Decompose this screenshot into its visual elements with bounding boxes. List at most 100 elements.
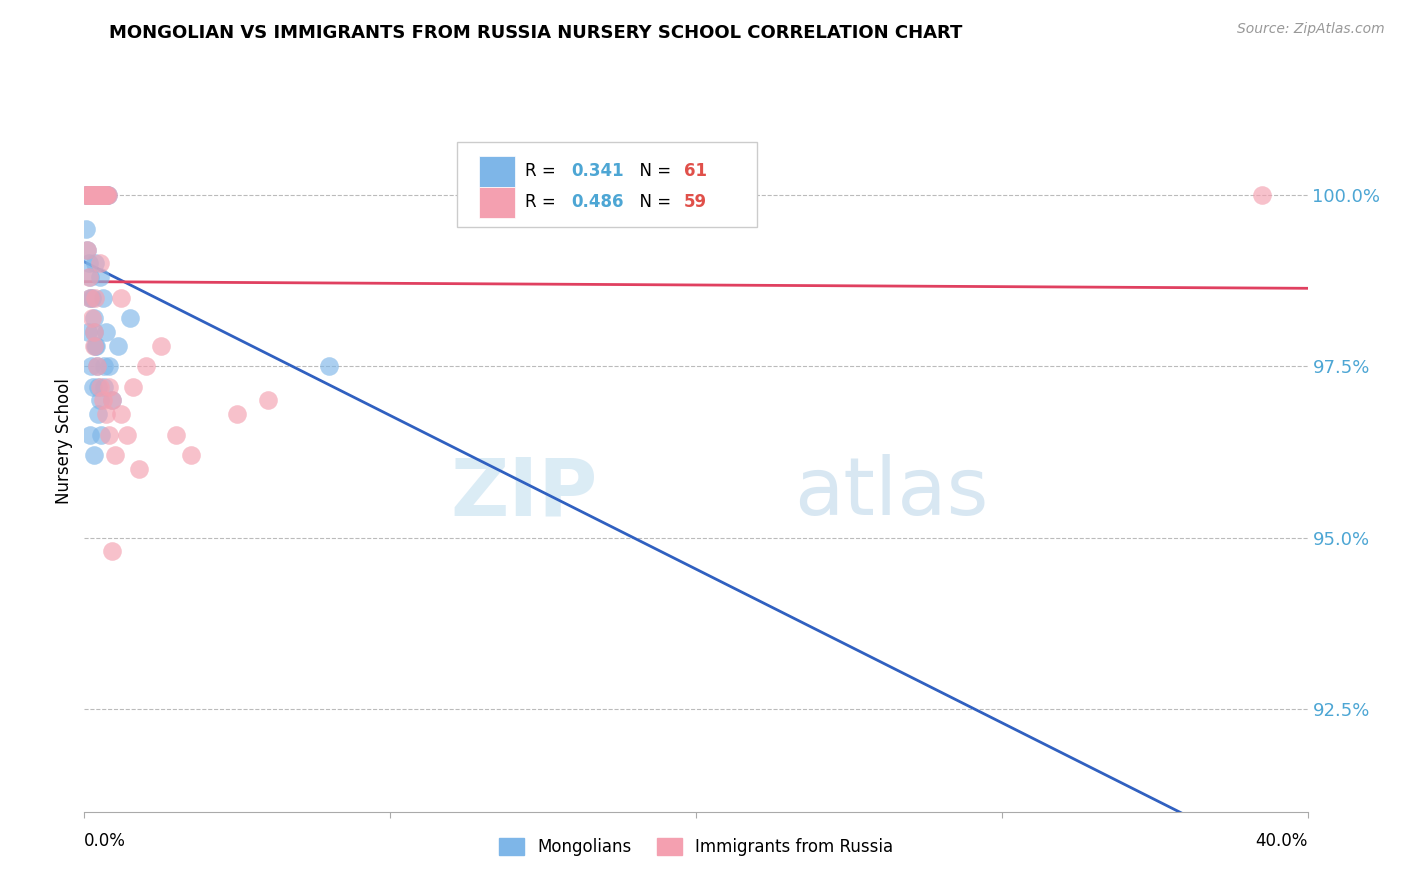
Text: Source: ZipAtlas.com: Source: ZipAtlas.com [1237, 22, 1385, 37]
Point [77, 325, 100, 339]
Point [87, 407, 110, 421]
Point [93, 187, 115, 202]
Point [90, 187, 112, 202]
Point [76, 187, 98, 202]
Point [107, 338, 129, 352]
Point [91, 187, 114, 202]
Point [115, 427, 138, 442]
Point [94, 187, 117, 202]
Point [79, 187, 101, 202]
Point [90, 427, 112, 442]
Text: R =: R = [524, 162, 561, 180]
Point [83, 187, 105, 202]
Point [79, 291, 101, 305]
Point [97, 359, 120, 373]
Point [77, 187, 100, 202]
Point [87, 380, 110, 394]
Point [79, 427, 101, 442]
Point [83, 325, 105, 339]
Point [318, 359, 340, 373]
Point [1250, 187, 1272, 202]
Point [89, 187, 111, 202]
Point [135, 359, 157, 373]
Text: 0.486: 0.486 [571, 194, 624, 211]
Point [110, 291, 132, 305]
Text: N =: N = [628, 162, 676, 180]
Point [83, 311, 105, 326]
FancyBboxPatch shape [457, 142, 758, 227]
Point [122, 380, 145, 394]
Point [79, 187, 101, 202]
Point [96, 187, 118, 202]
Point [97, 427, 120, 442]
Point [77, 270, 100, 285]
Y-axis label: Nursery School: Nursery School [55, 378, 73, 505]
Text: 59: 59 [683, 194, 707, 211]
Point [80, 187, 103, 202]
Point [94, 187, 117, 202]
Point [79, 187, 101, 202]
Point [75, 187, 97, 202]
Point [90, 187, 112, 202]
Legend: Mongolians, Immigrants from Russia: Mongolians, Immigrants from Russia [492, 831, 900, 863]
Point [83, 187, 105, 202]
Point [82, 187, 104, 202]
Point [89, 187, 111, 202]
Point [83, 448, 105, 462]
Point [84, 338, 107, 352]
Point [91, 393, 114, 408]
Point [84, 187, 107, 202]
Point [83, 187, 105, 202]
FancyBboxPatch shape [479, 156, 515, 186]
Point [77, 187, 100, 202]
Point [257, 393, 280, 408]
Point [75, 187, 97, 202]
Point [89, 256, 111, 270]
Point [94, 325, 117, 339]
Text: ZIP: ZIP [451, 454, 598, 533]
Point [149, 338, 172, 352]
Point [93, 380, 115, 394]
FancyBboxPatch shape [479, 186, 515, 218]
Point [110, 407, 132, 421]
Point [89, 270, 111, 285]
Point [96, 187, 118, 202]
Point [97, 187, 120, 202]
Point [91, 187, 114, 202]
Point [86, 187, 108, 202]
Point [94, 187, 117, 202]
Point [76, 187, 98, 202]
Text: atlas: atlas [794, 454, 988, 533]
Point [101, 544, 124, 558]
Point [84, 291, 107, 305]
Point [89, 393, 111, 408]
Point [80, 311, 103, 326]
Point [91, 291, 114, 305]
Point [76, 243, 98, 257]
Point [87, 187, 110, 202]
Text: R =: R = [524, 194, 561, 211]
Point [80, 187, 103, 202]
Point [77, 187, 100, 202]
Point [79, 270, 101, 285]
Point [77, 187, 100, 202]
Point [75, 222, 97, 236]
Point [84, 187, 107, 202]
Point [101, 393, 124, 408]
Point [82, 187, 104, 202]
Point [84, 256, 107, 270]
Text: MONGOLIAN VS IMMIGRANTS FROM RUSSIA NURSERY SCHOOL CORRELATION CHART: MONGOLIAN VS IMMIGRANTS FROM RUSSIA NURS… [108, 24, 962, 42]
Point [97, 380, 120, 394]
Point [83, 325, 105, 339]
Point [128, 462, 150, 476]
Text: 0.0%: 0.0% [84, 832, 127, 850]
Text: 40.0%: 40.0% [1256, 832, 1308, 850]
Point [80, 291, 103, 305]
Point [89, 187, 111, 202]
Point [80, 187, 103, 202]
Point [83, 187, 105, 202]
Point [93, 359, 115, 373]
Point [94, 187, 117, 202]
Point [96, 187, 118, 202]
Point [91, 187, 114, 202]
